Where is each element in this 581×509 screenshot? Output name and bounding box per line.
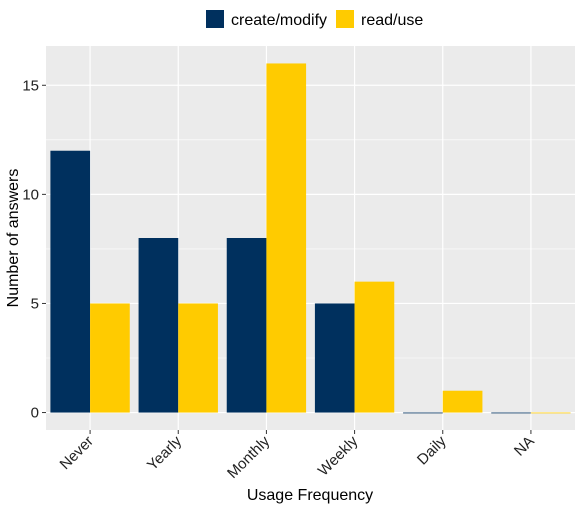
bar (266, 63, 307, 413)
y-tick-label: 5 (31, 295, 39, 312)
bar (226, 238, 267, 413)
bar (178, 303, 218, 413)
y-tick-label: 0 (31, 405, 39, 422)
legend: create/modify read/use (206, 10, 423, 29)
bar (90, 303, 130, 413)
x-tick-label: Weekly (315, 432, 362, 479)
legend-label-create-modify: create/modify (231, 12, 327, 29)
x-axis-ticks: Never Yearly Monthly Weekly Daily NA (57, 430, 538, 482)
x-tick-label: Daily (414, 432, 450, 468)
y-tick-label: 15 (22, 77, 39, 94)
bar (442, 390, 483, 413)
bars (50, 63, 571, 414)
bar (491, 412, 531, 414)
x-axis-title: Usage Frequency (247, 487, 373, 504)
bar (403, 412, 443, 414)
y-tick-label: 10 (22, 186, 39, 203)
x-tick-label: Yearly (144, 432, 185, 473)
legend-swatch-create-modify (206, 10, 224, 28)
legend-swatch-read-use (336, 10, 354, 28)
x-tick-label: NA (511, 433, 538, 460)
y-axis-ticks: 0 5 10 15 (22, 77, 46, 422)
bar (138, 238, 179, 413)
bar (530, 412, 571, 414)
bar (354, 281, 395, 413)
bar (314, 303, 355, 413)
x-tick-label: Monthly (224, 432, 274, 482)
plot-panel (46, 46, 575, 430)
bar (50, 150, 91, 413)
y-axis-title: Number of answers (5, 169, 22, 308)
x-tick-label: Never (57, 433, 97, 473)
legend-label-read-use: read/use (361, 12, 423, 29)
